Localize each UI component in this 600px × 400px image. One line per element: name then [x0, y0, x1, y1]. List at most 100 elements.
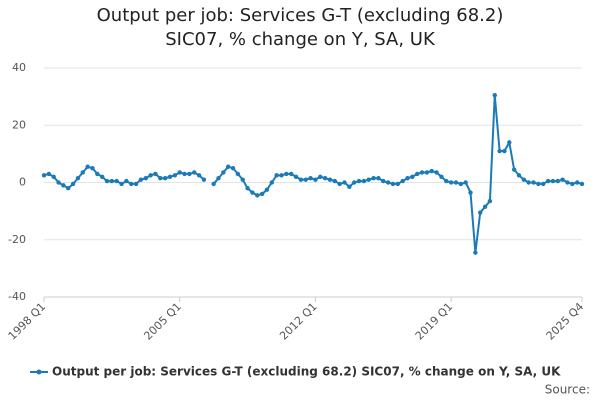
data-point — [255, 193, 260, 198]
x-tick-label: 1998 Q1 — [6, 300, 49, 343]
data-point — [129, 181, 134, 187]
data-point — [361, 178, 367, 184]
data-point — [230, 165, 236, 171]
data-point — [124, 178, 129, 184]
data-point — [487, 198, 493, 204]
data-point — [70, 181, 76, 187]
data-point — [410, 174, 415, 179]
data-point — [526, 180, 531, 185]
data-point — [162, 176, 168, 181]
data-point — [502, 148, 507, 154]
data-point — [90, 165, 95, 171]
y-tick-label: 40 — [12, 61, 26, 74]
data-point — [579, 181, 585, 187]
data-point — [274, 173, 279, 178]
data-point — [192, 170, 197, 175]
data-point — [51, 174, 56, 179]
data-point — [75, 176, 81, 181]
data-point — [298, 177, 304, 182]
data-point — [550, 178, 556, 184]
data-point — [478, 210, 483, 215]
data-point — [216, 176, 221, 181]
data-point — [415, 171, 420, 177]
x-tick-label: 2025 Q4 — [544, 300, 587, 343]
data-point — [114, 178, 119, 184]
data-point — [293, 174, 299, 179]
data-point — [167, 174, 173, 179]
data-point — [269, 180, 275, 185]
data-point — [327, 177, 333, 182]
data-point — [390, 181, 396, 187]
data-point — [259, 191, 265, 197]
data-point — [376, 176, 381, 181]
data-point — [555, 178, 560, 184]
data-point — [182, 171, 187, 177]
data-point — [158, 176, 163, 181]
data-point — [332, 178, 338, 184]
data-point — [356, 178, 362, 184]
x-tick-label: 2012 Q1 — [277, 300, 320, 343]
data-point — [318, 174, 323, 179]
data-point — [104, 178, 110, 184]
data-point — [342, 180, 347, 185]
data-point — [347, 184, 352, 189]
data-point — [308, 176, 313, 181]
data-point — [570, 181, 575, 187]
data-point — [99, 174, 105, 179]
data-point — [419, 170, 425, 175]
data-point — [80, 170, 85, 175]
data-point — [444, 178, 449, 184]
data-point — [85, 164, 90, 169]
data-point — [405, 176, 410, 181]
y-tick-label: 20 — [12, 118, 26, 131]
data-point — [284, 171, 289, 177]
data-point — [366, 177, 371, 182]
data-point — [303, 177, 308, 182]
data-point — [458, 181, 464, 187]
data-point — [371, 176, 376, 181]
data-point — [381, 178, 386, 184]
data-point — [492, 92, 497, 98]
data-point — [565, 180, 570, 185]
data-point — [201, 177, 207, 182]
data-point — [434, 170, 439, 175]
data-point — [482, 204, 488, 210]
data-point — [264, 187, 270, 192]
data-point — [133, 181, 139, 187]
source-label: Source: — [545, 383, 590, 397]
data-point — [41, 173, 47, 178]
data-point — [511, 167, 517, 172]
data-point — [507, 140, 512, 145]
data-point — [153, 171, 158, 177]
data-point — [109, 178, 115, 184]
data-point — [516, 173, 522, 178]
data-point — [531, 180, 536, 185]
data-point — [424, 170, 430, 175]
data-point — [439, 174, 444, 179]
data-point — [545, 178, 551, 184]
data-point — [279, 173, 284, 178]
data-point — [235, 171, 241, 177]
data-point — [143, 176, 148, 181]
data-point — [119, 181, 124, 187]
series-line — [43, 95, 583, 253]
data-point — [138, 177, 144, 182]
data-point — [337, 181, 342, 187]
data-point — [395, 181, 401, 187]
data-point — [536, 181, 541, 187]
data-point — [400, 178, 405, 184]
data-point — [211, 181, 216, 187]
data-point — [385, 180, 391, 185]
data-point — [187, 171, 192, 177]
legend-marker — [36, 369, 42, 375]
chart-title: Output per job: Services G-T (excluding … — [96, 5, 504, 50]
data-point — [240, 177, 245, 182]
data-point — [56, 180, 61, 185]
data-point — [172, 173, 178, 178]
data-point — [225, 164, 231, 169]
data-point — [541, 181, 546, 187]
y-tick-label: 0 — [19, 176, 26, 189]
data-point — [453, 180, 459, 185]
data-point — [468, 190, 473, 195]
